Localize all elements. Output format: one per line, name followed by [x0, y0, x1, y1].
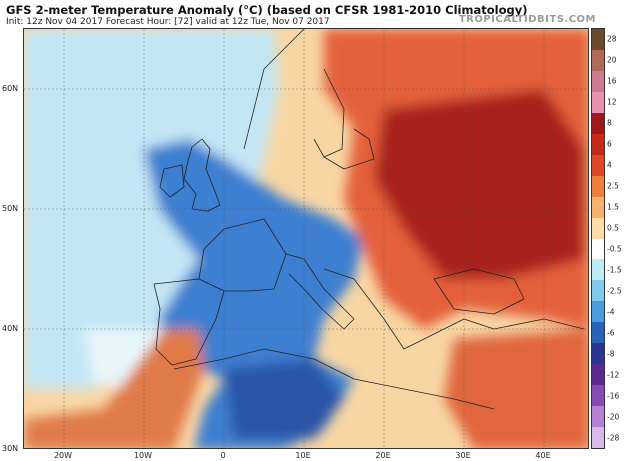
colorbar-label: 2.5 — [607, 181, 619, 191]
anomaly-map — [23, 28, 589, 449]
colorbar-swatch — [592, 196, 604, 219]
colorbar-label: -0.5 — [607, 244, 622, 254]
colorbar-swatch — [592, 280, 604, 302]
colorbar-label: -4 — [607, 307, 615, 317]
map-subtitle: Init: 12z Nov 04 2017 Forecast Hour: [72… — [6, 17, 330, 27]
colorbar-label: 8 — [607, 118, 612, 128]
lon-label: 0 — [220, 451, 226, 460]
lon-label: 10W — [133, 451, 153, 460]
colorbar-label: -28 — [607, 433, 620, 443]
colorbar-swatch — [592, 385, 604, 407]
colorbar-label: 1.5 — [607, 202, 619, 212]
colorbar — [591, 28, 605, 449]
strong-warm-field — [374, 89, 584, 279]
colorbar-swatch — [592, 154, 604, 177]
lon-label: 30E — [455, 451, 471, 460]
coastline-baltic — [323, 128, 375, 170]
colorbar-swatch — [592, 427, 604, 449]
colorbar-label: 6 — [607, 139, 612, 149]
coastline-britain — [183, 138, 221, 212]
lon-label: 20W — [53, 451, 73, 460]
warm-iberia-africa-field — [24, 329, 204, 448]
colorbar-swatch — [592, 322, 604, 344]
colorbar-swatch — [592, 301, 604, 323]
lon-label: 40E — [535, 451, 551, 460]
lon-label: 20E — [375, 451, 391, 460]
colorbar-swatch — [592, 238, 604, 260]
coastline-france — [198, 218, 287, 292]
colorbar-swatch — [592, 29, 604, 51]
colorbar-label: 4 — [607, 160, 612, 170]
colorbar-label: 20 — [607, 55, 617, 65]
coastline-balkans-turkey — [323, 268, 585, 350]
coastline-black-sea — [433, 268, 525, 315]
colorbar-swatch — [592, 259, 604, 281]
colorbar-label: 28 — [607, 34, 617, 44]
colorbar-label: -8 — [607, 349, 615, 359]
coastline-scandinavia — [243, 29, 345, 158]
colorbar-swatch — [592, 343, 604, 365]
colorbar-label: -20 — [607, 412, 620, 422]
strong-cold-field — [224, 359, 344, 439]
colorbar-swatch — [592, 364, 604, 386]
lat-label: 60N — [2, 84, 19, 93]
colorbar-label: 0.5 — [607, 223, 619, 233]
colorbar-swatch — [592, 175, 604, 198]
colorbar-label: -6 — [607, 328, 615, 338]
warm-middle-east-field — [444, 329, 588, 448]
colorbar-label: -12 — [607, 370, 620, 380]
colorbar-label: 16 — [607, 76, 617, 86]
coastline-ireland — [159, 164, 185, 198]
colorbar-swatch — [592, 112, 604, 135]
brand-watermark: TROPICALTIDBITS.COM — [458, 14, 596, 25]
map-title: GFS 2-meter Temperature Anomaly (°C) (ba… — [6, 3, 528, 17]
coastlines — [153, 29, 585, 410]
colorbar-label: -2.5 — [607, 286, 622, 296]
colorbar-label: 12 — [607, 97, 617, 107]
cool-atlantic-field — [24, 29, 279, 389]
lon-label: 10E — [295, 451, 311, 460]
coastline-iberia — [153, 278, 225, 366]
colorbar-swatch — [592, 91, 604, 114]
colorbar-label: -16 — [607, 391, 620, 401]
colorbar-swatch — [592, 217, 604, 239]
colorbar-swatch — [592, 406, 604, 428]
lat-label: 50N — [2, 204, 19, 213]
lat-label: 40N — [2, 324, 19, 333]
colorbar-swatch — [592, 49, 604, 72]
coastline-italy — [285, 253, 355, 330]
colorbar-label: -1.5 — [607, 265, 622, 275]
colorbar-swatch — [592, 133, 604, 156]
coastline-north-africa — [173, 348, 495, 410]
lat-label: 30N — [2, 444, 19, 453]
colorbar-swatch — [592, 70, 604, 93]
map-svg — [24, 29, 588, 448]
